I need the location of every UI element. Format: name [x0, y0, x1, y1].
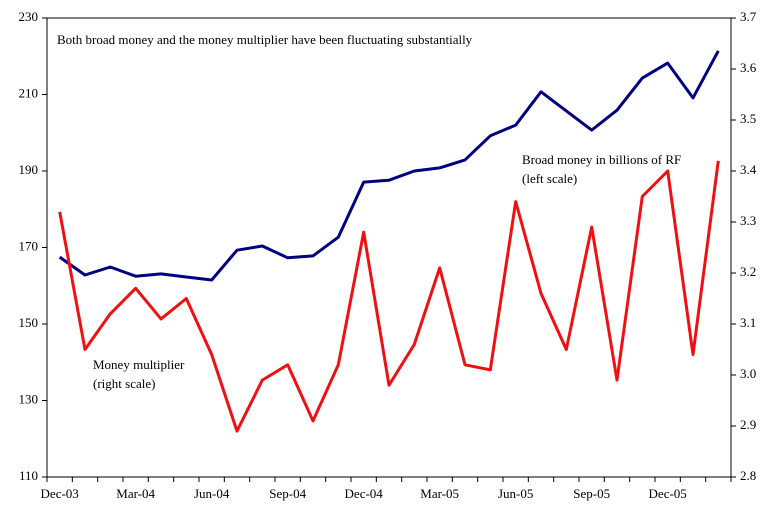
- x-tick-label: Jun-05: [498, 486, 533, 501]
- y2-tick-label: 3.0: [740, 366, 756, 381]
- y-tick-label: 170: [19, 238, 39, 253]
- y-tick-label: 190: [19, 162, 39, 177]
- y2-tick-label: 3.2: [740, 264, 756, 279]
- y2-tick-label: 3.6: [740, 60, 757, 75]
- y2-tick-label: 2.9: [740, 417, 756, 432]
- x-tick-label: Jun-04: [194, 486, 230, 501]
- x-tick-label: Sep-05: [573, 486, 610, 501]
- y2-tick-label: 3.3: [740, 213, 756, 228]
- x-tick-label: Dec-03: [41, 486, 79, 501]
- plot-frame: [46, 17, 732, 478]
- chart-title: Both broad money and the money multiplie…: [57, 32, 473, 47]
- x-tick-label: Sep-04: [269, 486, 306, 501]
- y2-tick-label: 2.8: [740, 468, 756, 483]
- y-tick-label: 210: [19, 85, 39, 100]
- series-scale-note: (right scale): [93, 376, 155, 391]
- y-tick-label: 110: [19, 468, 38, 483]
- x-tick-label: Dec-05: [649, 486, 687, 501]
- y-tick-label: 230: [19, 9, 39, 24]
- y2-tick-label: 3.4: [740, 162, 757, 177]
- y-tick-label: 130: [19, 391, 39, 406]
- y2-tick-label: 3.7: [740, 9, 757, 24]
- series-label: Money multiplier: [93, 357, 185, 372]
- line-series: [58, 160, 720, 433]
- series-scale-note: (left scale): [522, 171, 577, 186]
- series-label: Broad money in billions of RF: [522, 152, 681, 167]
- y-tick-label: 150: [19, 315, 39, 330]
- y2-tick-label: 3.1: [740, 315, 756, 330]
- x-tick-label: Mar-05: [420, 486, 459, 501]
- line-series: [58, 50, 720, 282]
- x-tick-label: Mar-04: [116, 486, 155, 501]
- y2-tick-label: 3.5: [740, 111, 756, 126]
- x-tick-label: Dec-04: [345, 486, 384, 501]
